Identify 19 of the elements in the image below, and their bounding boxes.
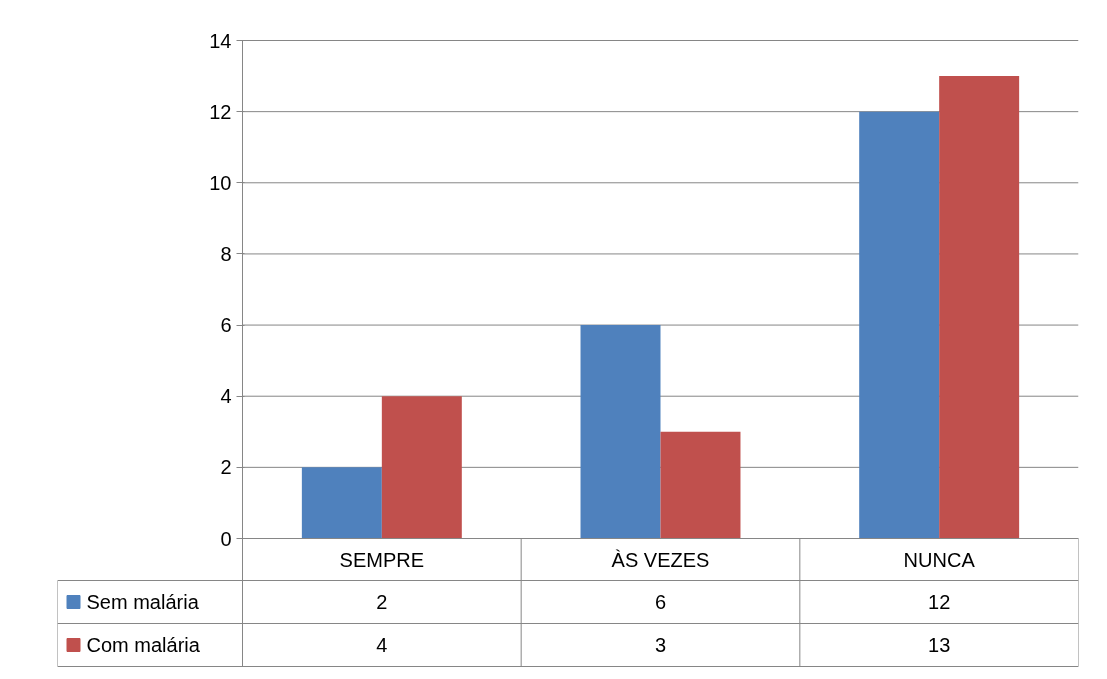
x-tick-label: ÀS VEZES [611, 548, 710, 571]
legend-label: Sem malária [86, 591, 200, 613]
legend-label: Com malária [86, 634, 201, 656]
y-tick-label: 0 [220, 527, 232, 550]
data-label: 12 [928, 591, 951, 613]
x-tick-label: SEMPRE [339, 548, 425, 571]
data-label: 13 [928, 634, 951, 656]
y-tick-label: 10 [209, 171, 232, 194]
y-tick-label: 8 [220, 242, 232, 265]
y-tick-label: 2 [220, 456, 232, 479]
y-tick-label: 14 [209, 29, 232, 52]
data-label: 4 [376, 634, 388, 656]
data-label: 6 [654, 591, 667, 613]
y-tick-label: 6 [220, 314, 232, 337]
x-tick-label: NUNCA [903, 548, 976, 571]
y-tick-label: 12 [209, 100, 232, 123]
y-tick-label: 4 [220, 385, 232, 408]
data-label: 3 [654, 634, 667, 656]
data-label: 2 [376, 591, 388, 613]
